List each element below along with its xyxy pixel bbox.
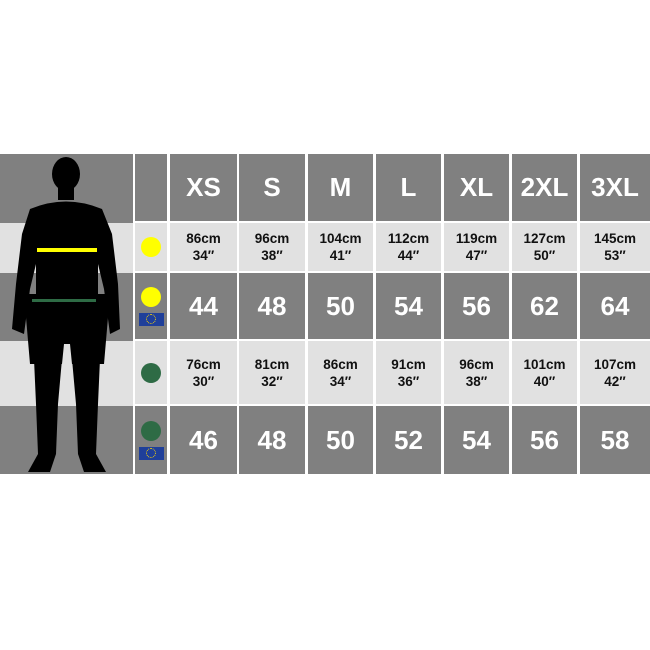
size-header: XL <box>444 154 509 221</box>
cm-value: 86cm <box>186 231 221 246</box>
eu-flag-icon <box>138 446 164 460</box>
table-cell: 86cm 34″ <box>308 341 373 404</box>
size-header: M <box>308 154 373 221</box>
table-cell: 48 <box>239 406 305 474</box>
waist-dot-icon <box>141 420 161 441</box>
chest-line <box>37 248 97 252</box>
table-cell: 107cm 42″ <box>580 341 650 404</box>
table-cell: 50 <box>308 406 373 474</box>
chest-dot-icon <box>141 237 161 257</box>
size-header: 2XL <box>512 154 577 221</box>
inches-value: 50″ <box>533 248 556 263</box>
table-cell: 54 <box>376 273 441 339</box>
table-cell: 127cm 50″ <box>512 223 577 271</box>
table-cell: 91cm 36″ <box>376 341 441 404</box>
size-header: S <box>239 154 305 221</box>
table-cell: 96cm 38″ <box>444 341 509 404</box>
inches-value: 44″ <box>397 248 420 263</box>
icon-column-header <box>135 154 167 221</box>
waist-indicator <box>135 406 167 474</box>
inches-value: 38″ <box>465 373 488 389</box>
chest-indicator <box>135 273 167 339</box>
cm-value: 76cm <box>186 356 221 372</box>
table-cell: 145cm 53″ <box>580 223 650 271</box>
table-cell: 62 <box>512 273 577 339</box>
waist-line <box>32 299 96 302</box>
table-cell: 54 <box>444 406 509 474</box>
waist-indicator <box>135 341 167 404</box>
size-header: L <box>376 154 441 221</box>
inches-value: 40″ <box>533 373 556 389</box>
table-cell: 52 <box>376 406 441 474</box>
table-cell: 56 <box>444 273 509 339</box>
cm-value: 145cm <box>593 231 637 246</box>
inches-value: 32″ <box>261 373 283 389</box>
cm-value: 107cm <box>593 356 637 372</box>
table-cell: 119cm 47″ <box>444 223 509 271</box>
inches-value: 42″ <box>604 373 626 389</box>
waist-dot-icon <box>141 362 161 383</box>
inches-value: 47″ <box>465 248 488 263</box>
table-cell: 96cm 38″ <box>239 223 305 271</box>
table-cell: 112cm 44″ <box>376 223 441 271</box>
table-cell: 50 <box>308 273 373 339</box>
inches-value: 34″ <box>192 248 215 263</box>
cm-value: 96cm <box>459 356 494 372</box>
table-cell: 101cm 40″ <box>512 341 577 404</box>
table-cell: 48 <box>239 273 305 339</box>
inches-value: 53″ <box>604 248 626 263</box>
inches-value: 36″ <box>397 373 420 389</box>
body-silhouette <box>0 154 133 474</box>
table-cell: 44 <box>170 273 237 339</box>
chest-indicator <box>135 223 167 271</box>
size-header: XS <box>170 154 237 221</box>
cm-value: 91cm <box>391 356 426 372</box>
cm-value: 127cm <box>523 231 566 246</box>
cm-value: 96cm <box>254 231 290 246</box>
inches-value: 38″ <box>261 248 283 263</box>
table-cell: 46 <box>170 406 237 474</box>
inches-value: 41″ <box>329 248 352 263</box>
table-cell: 64 <box>580 273 650 339</box>
cm-value: 101cm <box>523 356 566 372</box>
cm-value: 104cm <box>319 231 362 246</box>
table-cell: 81cm 32″ <box>239 341 305 404</box>
table-cell: 58 <box>580 406 650 474</box>
table-cell: 56 <box>512 406 577 474</box>
chest-dot-icon <box>141 286 161 307</box>
inches-value: 34″ <box>329 373 352 389</box>
table-cell: 76cm 30″ <box>170 341 237 404</box>
eu-flag-icon <box>138 312 164 326</box>
inches-value: 30″ <box>192 373 215 389</box>
cm-value: 112cm <box>387 231 430 246</box>
cm-value: 81cm <box>254 356 290 372</box>
table-cell: 86cm 34″ <box>170 223 237 271</box>
cm-value: 86cm <box>323 356 358 372</box>
cm-value: 119cm <box>455 231 498 246</box>
table-cell: 104cm 41″ <box>308 223 373 271</box>
size-header: 3XL <box>580 154 650 221</box>
